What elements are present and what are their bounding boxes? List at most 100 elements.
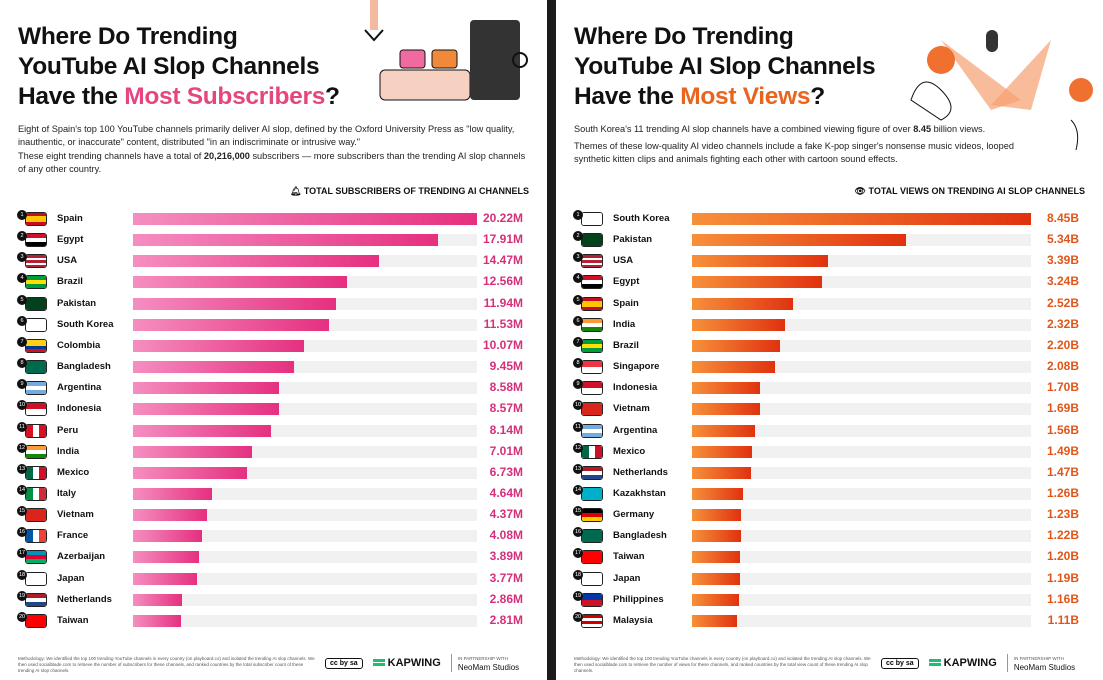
bar-track bbox=[692, 424, 1031, 437]
value-label: 1.26B bbox=[1046, 485, 1079, 500]
flag-icon bbox=[25, 402, 47, 417]
chart-row: 11 Peru 8.14M bbox=[0, 421, 547, 441]
country-label: Bangladesh bbox=[613, 530, 667, 542]
country-label: Spain bbox=[613, 297, 639, 309]
chart-row: 16 Bangladesh 1.22B bbox=[556, 526, 1103, 546]
value-label: 11.53M bbox=[483, 316, 523, 331]
country-label: Egypt bbox=[57, 234, 84, 246]
flag-icon bbox=[581, 423, 603, 438]
flag-icon bbox=[25, 317, 47, 332]
bar bbox=[692, 382, 761, 395]
chart-title-text: TOTAL VIEWS ON TRENDING AI SLOP CHANNELS bbox=[868, 186, 1085, 196]
chart-row: 2 Pakistan 5.34B bbox=[556, 230, 1103, 250]
rank-badge: 16 bbox=[17, 527, 27, 538]
chart-row: 1 South Korea 8.45B bbox=[556, 209, 1103, 229]
chart-row: 19 Philippines 1.16B bbox=[556, 590, 1103, 610]
rank-badge: 9 bbox=[573, 379, 583, 390]
themes-paragraph: Themes of these low-quality AI video cha… bbox=[574, 141, 1014, 164]
bar bbox=[133, 276, 347, 289]
value-label: 2.32B bbox=[1046, 316, 1079, 331]
value-label: 3.39B bbox=[1046, 253, 1079, 268]
country-label: Germany bbox=[613, 509, 655, 521]
bar-track bbox=[692, 551, 1031, 564]
value-label: 20.22M bbox=[482, 211, 523, 225]
title-end: ? bbox=[325, 83, 340, 110]
footer-logos: cc by sa KAPWING IN PARTNERSHIP WITH NeoM… bbox=[881, 654, 1075, 672]
country-label: USA bbox=[613, 255, 634, 267]
bar-track bbox=[692, 530, 1031, 543]
country-label: Egypt bbox=[613, 276, 640, 288]
value-label: 1.70B bbox=[1046, 380, 1079, 395]
country-label: Spain bbox=[57, 213, 83, 224]
rank-badge: 12 bbox=[17, 442, 27, 453]
flag-icon bbox=[581, 275, 603, 290]
value-label: 14.47M bbox=[482, 253, 523, 268]
country-label: Taiwan bbox=[613, 551, 645, 563]
rank-badge: 20 bbox=[573, 611, 583, 622]
country-label: USA bbox=[57, 255, 78, 267]
value-label: 1.19B bbox=[1046, 570, 1079, 585]
title-line: YouTube AI Slop Channels bbox=[574, 53, 876, 80]
bar bbox=[692, 466, 751, 479]
flag-icon bbox=[581, 465, 603, 480]
rank-badge: 3 bbox=[573, 252, 583, 263]
value-label: 1.47B bbox=[1046, 464, 1079, 479]
flag-icon bbox=[581, 486, 603, 501]
bar-track bbox=[692, 487, 1031, 500]
flag-icon bbox=[25, 275, 47, 290]
country-label: Argentina bbox=[57, 382, 102, 394]
value-label: 1.11B bbox=[1047, 612, 1079, 627]
rank-badge: 9 bbox=[17, 379, 27, 390]
value-label: 2.20B bbox=[1046, 337, 1079, 352]
value-label: 3.77M bbox=[489, 570, 523, 585]
flag-icon bbox=[581, 402, 603, 417]
chart-row: 20 Taiwan 2.81M bbox=[0, 611, 547, 631]
music-cat-illustration-icon bbox=[910, 30, 1093, 150]
eye-icon: 👁︎ bbox=[854, 186, 869, 196]
chart-row: 12 India 7.01M bbox=[0, 442, 547, 462]
country-label: Peru bbox=[57, 424, 79, 436]
country-label: Indonesia bbox=[57, 403, 102, 415]
country-label: Philippines bbox=[613, 593, 664, 605]
value-label: 1.22B bbox=[1046, 528, 1079, 543]
flag-icon bbox=[25, 486, 47, 501]
brand: KAPWING bbox=[387, 657, 441, 669]
bar bbox=[133, 445, 253, 458]
title-line: Have the bbox=[574, 83, 681, 110]
bar bbox=[692, 276, 822, 289]
chart-row: 5 Spain 2.52B bbox=[556, 294, 1103, 314]
chart-row: 6 South Korea 11.53M bbox=[0, 315, 547, 335]
chart-row: 14 Italy 4.64M bbox=[0, 484, 547, 504]
bar-track bbox=[133, 276, 477, 289]
cc-license-badge: cc by sa bbox=[325, 657, 363, 669]
text: These eight trending channels have a tot… bbox=[18, 151, 204, 161]
flag-icon bbox=[25, 338, 47, 353]
flag-icon bbox=[581, 529, 603, 544]
value-label: 4.37M bbox=[489, 507, 523, 522]
rank-badge: 13 bbox=[17, 463, 27, 474]
title-end: ? bbox=[810, 83, 825, 110]
bar-track bbox=[133, 551, 477, 564]
country-label: Malaysia bbox=[613, 614, 653, 626]
flag-icon bbox=[581, 338, 603, 353]
country-label: Mexico bbox=[57, 466, 90, 478]
rank-badge: 16 bbox=[573, 527, 583, 538]
rank-badge: 19 bbox=[17, 590, 27, 601]
rank-badge: 7 bbox=[17, 336, 27, 347]
country-label: Azerbaijan bbox=[57, 551, 106, 563]
bar bbox=[133, 213, 477, 225]
bar bbox=[692, 255, 828, 268]
bar bbox=[692, 445, 752, 458]
country-label: Italy bbox=[57, 487, 77, 499]
country-label: Indonesia bbox=[613, 382, 658, 394]
bar-track bbox=[692, 361, 1031, 374]
partner-name: NeoMam Studios bbox=[1013, 663, 1076, 672]
rank-badge: 18 bbox=[17, 569, 27, 580]
views-panel: Where Do Trending YouTube AI Slop Channe… bbox=[556, 0, 1103, 680]
intro-paragraph: Eight of Spain's top 100 YouTube channel… bbox=[18, 124, 515, 147]
footer-logos: cc by sa KAPWING IN PARTNERSHIP WITH NeoM… bbox=[325, 654, 519, 672]
flag-icon bbox=[581, 317, 603, 332]
value-label: 1.49B bbox=[1046, 443, 1079, 458]
methodology: Methodology: We identified the top 100 t… bbox=[18, 656, 315, 673]
chart-row: 9 Argentina 8.58M bbox=[0, 378, 547, 398]
